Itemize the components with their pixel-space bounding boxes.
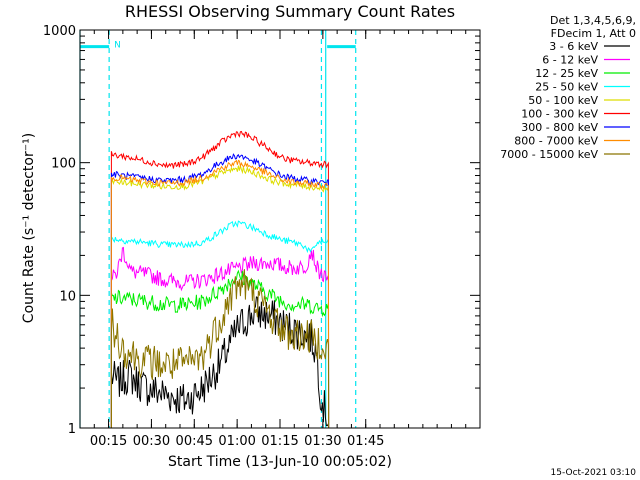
x-axis: 00:15 00:30 00:45 01:00 01:15 01:30 01:45 <box>90 30 467 449</box>
legend-label: 300 - 800 keV <box>521 121 598 134</box>
series-line-1 <box>110 246 330 429</box>
x-tick-label: 01:15 <box>261 434 298 449</box>
series-line-5 <box>110 130 330 429</box>
series-line-8 <box>110 269 330 429</box>
series-line-6 <box>110 153 330 429</box>
series-line-3 <box>110 220 330 429</box>
y-axis-label: Count Rate (s⁻¹ detector⁻¹) <box>21 133 37 323</box>
x-tick-label: 01:30 <box>304 434 341 449</box>
series-line-2 <box>110 269 330 429</box>
series-line-7 <box>110 159 330 429</box>
legend-header-line: Det 1,3,4,5,6,9, <box>550 14 636 27</box>
series-layer <box>110 130 330 429</box>
legend-label: 800 - 7000 keV <box>514 135 598 148</box>
x-tick-label: 00:45 <box>176 434 213 449</box>
timestamp-label: 15-Oct-2021 03:10 <box>551 468 637 478</box>
legend-label: 12 - 25 keV <box>535 67 598 80</box>
chart-title: RHESSI Observing Summary Count Rates <box>125 2 455 21</box>
legend-label: 7000 - 15000 keV <box>500 148 598 161</box>
y-tick-label: 100 <box>51 157 76 172</box>
x-axis-label: Start Time (13-Jun-10 00:05:02) <box>168 454 392 470</box>
legend-label: 3 - 6 keV <box>549 40 598 53</box>
series-line-4 <box>110 165 330 429</box>
x-tick-label: 00:15 <box>90 434 127 449</box>
x-tick-label: 01:00 <box>218 434 255 449</box>
legend-label: 6 - 12 keV <box>542 54 598 67</box>
plot-frame <box>79 29 481 429</box>
x-tick-label: 01:45 <box>347 434 384 449</box>
x-tick-label: 00:30 <box>133 434 170 449</box>
y-tick-label: 1 <box>68 422 76 437</box>
legend-label: 25 - 50 keV <box>535 81 598 94</box>
legend-header-line: FDecim 1, Att 0 <box>551 27 636 40</box>
legend: Det 1,3,4,5,6,9,FDecim 1, Att 03 - 6 keV… <box>500 14 636 161</box>
y-axis: 1 10 100 1000 <box>43 24 480 437</box>
y-tick-label: 10 <box>59 289 76 304</box>
legend-label: 50 - 100 keV <box>528 94 598 107</box>
flag-label: N <box>114 41 121 51</box>
legend-label: 100 - 300 keV <box>521 108 598 121</box>
y-tick-label: 1000 <box>43 24 76 39</box>
